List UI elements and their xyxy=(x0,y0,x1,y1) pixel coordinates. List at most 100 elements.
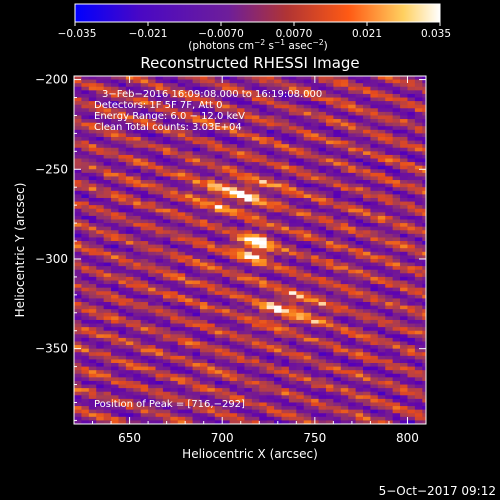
heatmap-cell xyxy=(177,90,186,95)
heatmap-cell xyxy=(199,248,208,253)
heatmap-cell xyxy=(214,334,223,339)
heatmap-cell xyxy=(355,244,364,249)
heatmap-cell xyxy=(118,352,127,357)
heatmap-cell xyxy=(281,416,290,421)
heatmap-cell xyxy=(96,180,105,185)
heatmap-cell xyxy=(340,373,349,378)
heatmap-cell xyxy=(244,309,253,314)
heatmap-cell xyxy=(133,273,142,278)
heatmap-cell xyxy=(340,416,349,421)
heatmap-cell xyxy=(348,180,356,185)
heatmap-cell xyxy=(400,219,408,224)
heatmap-cell xyxy=(385,86,394,91)
heatmap-cell xyxy=(340,126,349,131)
heatmap-cell xyxy=(222,162,231,167)
heatmap-cell xyxy=(125,327,134,332)
heatmap-cell xyxy=(414,266,423,271)
heatmap-cell xyxy=(288,248,297,253)
heatmap-cell xyxy=(244,165,253,170)
heatmap-cell xyxy=(422,151,426,156)
heatmap-cell xyxy=(259,366,268,371)
heatmap-cell xyxy=(199,341,208,346)
heatmap-cell xyxy=(370,237,379,242)
heatmap-cell xyxy=(407,226,416,231)
heatmap-cell xyxy=(414,126,423,131)
heatmap-cell xyxy=(155,330,164,335)
heatmap-cell xyxy=(118,312,127,317)
heatmap-cell xyxy=(296,115,305,120)
heatmap-cell xyxy=(407,194,416,199)
heatmap-cell xyxy=(370,129,379,134)
heatmap-cell xyxy=(355,294,364,299)
heatmap-cell xyxy=(422,212,426,217)
heatmap-cell xyxy=(311,388,319,393)
heatmap-cell xyxy=(192,83,201,88)
heatmap-cell xyxy=(333,413,342,418)
heatmap-cell xyxy=(370,151,379,156)
heatmap-cell xyxy=(237,244,245,249)
heatmap-cell xyxy=(407,402,416,407)
heatmap-cell xyxy=(377,334,386,339)
heatmap-cell xyxy=(318,180,327,185)
heatmap-cell xyxy=(222,119,231,124)
heatmap-cell xyxy=(192,215,201,220)
heatmap-cell xyxy=(214,172,223,177)
heatmap-cell xyxy=(237,345,245,350)
heatmap-cell xyxy=(74,316,82,321)
heatmap-cell xyxy=(325,377,334,382)
heatmap-cell xyxy=(400,90,408,95)
heatmap-cell xyxy=(363,370,371,375)
heatmap-cell xyxy=(348,348,356,353)
heatmap-cell xyxy=(177,172,186,177)
heatmap-cell xyxy=(363,108,371,113)
heatmap-cell xyxy=(170,115,179,120)
heatmap-cell xyxy=(281,165,290,170)
heatmap-cell xyxy=(385,391,394,396)
heatmap-cell xyxy=(355,205,364,210)
heatmap-cell xyxy=(74,251,82,256)
heatmap-cell xyxy=(251,237,260,242)
heatmap-cell xyxy=(303,373,312,378)
heatmap-cell xyxy=(185,366,193,371)
heatmap-cell xyxy=(303,287,312,292)
heatmap-cell xyxy=(192,330,201,335)
heatmap-cell xyxy=(140,341,149,346)
heatmap-cell xyxy=(237,413,245,418)
heatmap-cell xyxy=(133,402,142,407)
heatmap-cell xyxy=(259,420,268,424)
heatmap-cell xyxy=(296,86,305,91)
heatmap-cell xyxy=(170,144,179,149)
heatmap-cell xyxy=(333,180,342,185)
heatmap-cell xyxy=(207,233,216,238)
heatmap-cell xyxy=(392,377,401,382)
heatmap-cell xyxy=(422,287,426,292)
heatmap-cell xyxy=(296,241,305,246)
heatmap-cell xyxy=(385,266,394,271)
heatmap-cell xyxy=(281,93,290,98)
heatmap-cell xyxy=(237,334,245,339)
heatmap-cell xyxy=(400,316,408,321)
heatmap-cell xyxy=(214,197,223,202)
heatmap-cell xyxy=(207,101,216,106)
heatmap-cell xyxy=(385,183,394,188)
heatmap-cell xyxy=(162,230,171,235)
heatmap-cell xyxy=(111,126,119,131)
heatmap-cell xyxy=(377,126,386,131)
heatmap-cell xyxy=(288,269,297,274)
heatmap-cell xyxy=(259,248,268,253)
heatmap-cell xyxy=(259,129,268,134)
heatmap-cell xyxy=(229,201,238,206)
heatmap-cell xyxy=(148,244,156,249)
heatmap-cell xyxy=(148,226,156,231)
heatmap-cell xyxy=(288,187,297,192)
heatmap-cell xyxy=(214,180,223,185)
heatmap-cell xyxy=(111,413,119,418)
heatmap-cell xyxy=(274,334,282,339)
heatmap-cell xyxy=(385,79,394,84)
heatmap-cell xyxy=(162,154,171,159)
heatmap-cell xyxy=(125,398,134,403)
heatmap-cell xyxy=(133,90,142,95)
heatmap-cell xyxy=(170,262,179,267)
heatmap-cell xyxy=(370,180,379,185)
heatmap-cell xyxy=(88,258,97,263)
